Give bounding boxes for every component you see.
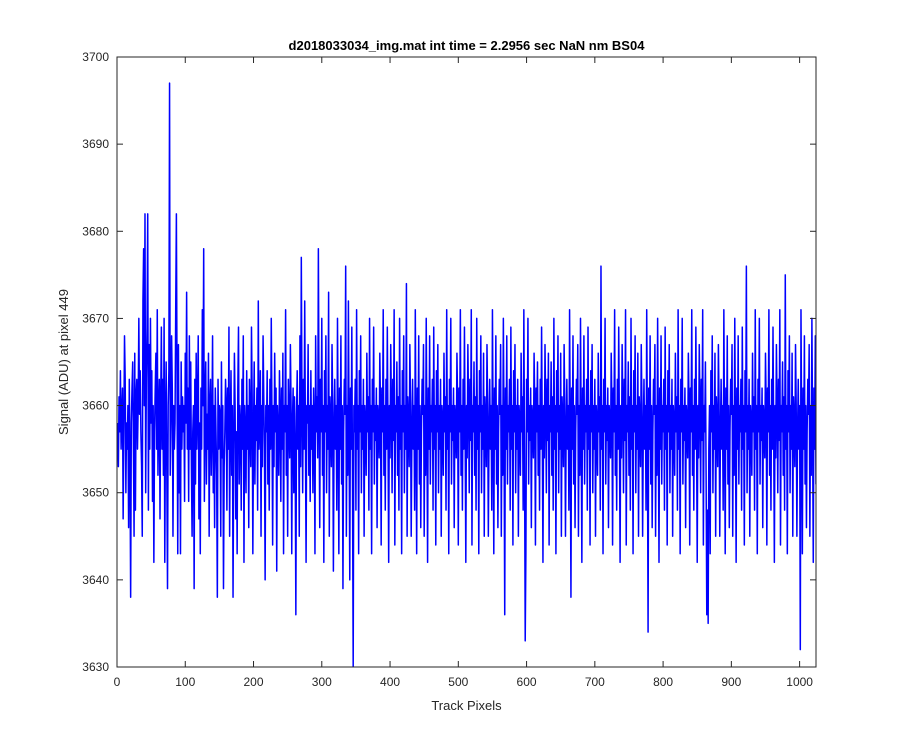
x-tick-label-700: 700: [585, 675, 605, 689]
y-tick-label-3680: 3680: [82, 224, 109, 238]
y-tick-label-3690: 3690: [82, 137, 109, 151]
series-line-0: [117, 82, 816, 667]
x-tick-label-400: 400: [380, 675, 400, 689]
x-tick-label-0: 0: [114, 675, 121, 689]
x-tick-label-200: 200: [244, 675, 264, 689]
x-tick-label-1000: 1000: [786, 675, 813, 689]
y-tick-label-3700: 3700: [82, 50, 109, 64]
y-tick-label-3670: 3670: [82, 311, 109, 325]
x-tick-label-100: 100: [175, 675, 195, 689]
y-axis-label: Signal (ADU) at pixel 449: [56, 289, 71, 435]
axes-box: [116, 56, 817, 668]
y-tick-label-3650: 3650: [82, 486, 109, 500]
x-tick-label-500: 500: [448, 675, 468, 689]
x-tick-label-900: 900: [721, 675, 741, 689]
x-tick-label-800: 800: [653, 675, 673, 689]
series-layer: [117, 82, 816, 667]
y-axis-ticks: 3630 3640 3650 3660 3670 3680 3690 3700: [82, 50, 816, 674]
y-tick-label-3630: 3630: [82, 660, 109, 674]
x-tick-label-600: 600: [517, 675, 537, 689]
x-tick-label-300: 300: [312, 675, 332, 689]
x-axis-label: Track Pixels: [431, 698, 502, 713]
y-tick-label-3660: 3660: [82, 399, 109, 413]
chart-title: d2018033034_img.mat int time = 2.2956 se…: [289, 38, 646, 53]
y-tick-label-3640: 3640: [82, 573, 109, 587]
x-axis-ticks: 0 100 200 300 400 500 600 700 800 900 1000: [114, 57, 813, 689]
